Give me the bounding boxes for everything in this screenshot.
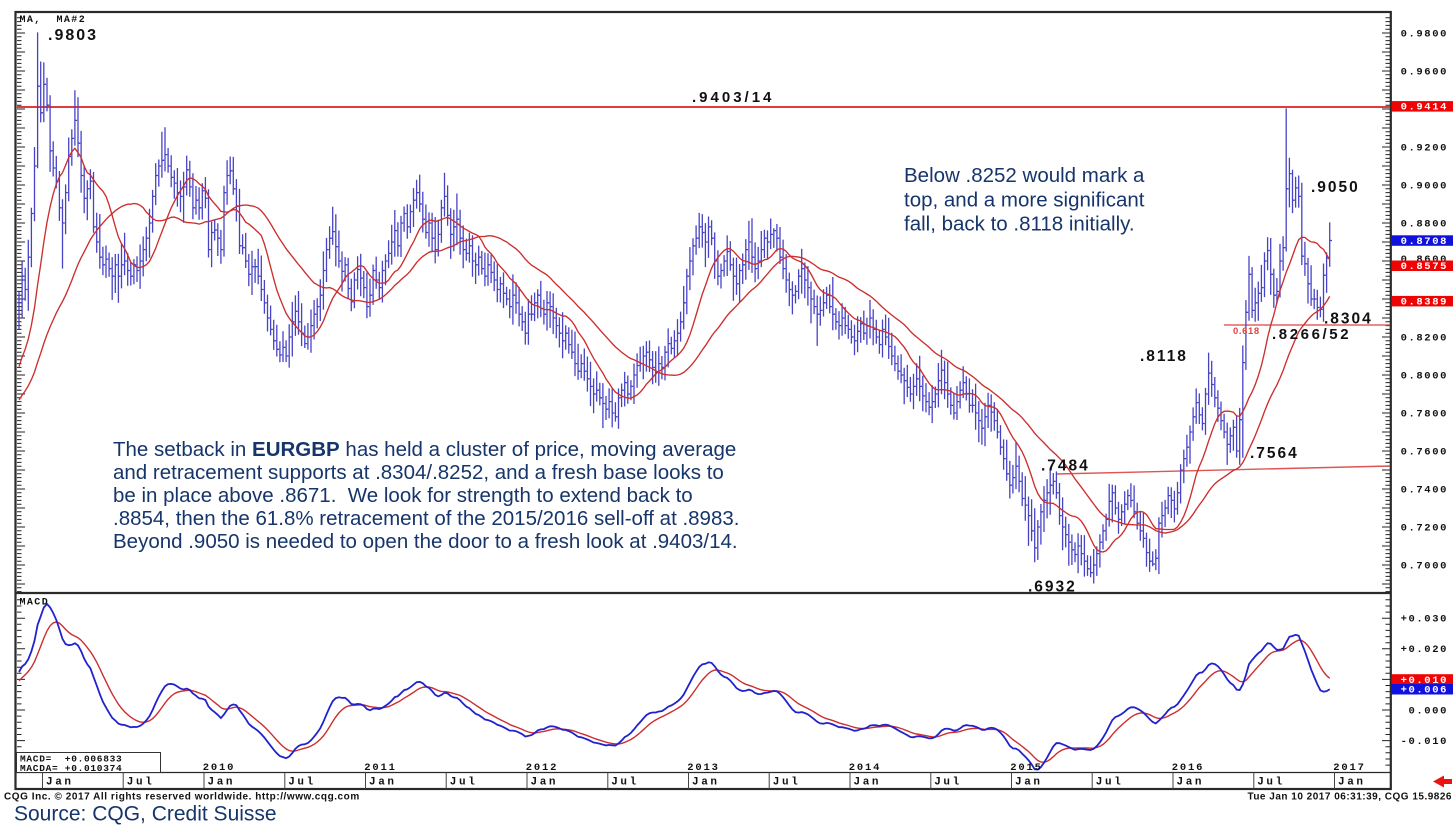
svg-text:Jul: Jul (1096, 777, 1124, 789)
svg-text:MACD: MACD (20, 598, 50, 609)
svg-text:0.8575: 0.8575 (1401, 261, 1448, 273)
svg-text:-0.010: -0.010 (1401, 736, 1448, 748)
svg-text:0.9600: 0.9600 (1401, 66, 1448, 78)
svg-text:0.8800: 0.8800 (1401, 218, 1448, 230)
svg-text:2016: 2016 (1172, 762, 1204, 774)
svg-text:fall, back to .8118 initially.: fall, back to .8118 initially. (904, 213, 1135, 236)
svg-text:MA, MA#2: MA, MA#2 (20, 15, 87, 26)
svg-text:0.8200: 0.8200 (1401, 332, 1448, 344)
svg-text:Beyond .9050 is needed to open: Beyond .9050 is needed to open the door … (113, 530, 738, 553)
svg-text:2015: 2015 (1010, 762, 1042, 774)
svg-text:0.7400: 0.7400 (1401, 484, 1448, 496)
svg-text:2011: 2011 (364, 762, 396, 774)
svg-text:0.8389: 0.8389 (1401, 297, 1448, 309)
svg-text:0.7200: 0.7200 (1401, 522, 1448, 534)
svg-text:.9403/14: .9403/14 (692, 89, 774, 106)
svg-text:Jul: Jul (611, 777, 639, 789)
svg-text:Tue Jan 10 2017 06:31:39, CQG: Tue Jan 10 2017 06:31:39, CQG 15.9826 (1247, 792, 1452, 803)
svg-text:.7564: .7564 (1250, 445, 1299, 462)
svg-text:Jul: Jul (934, 777, 962, 789)
svg-text:+0.030: +0.030 (1401, 614, 1448, 626)
svg-text:Jan: Jan (208, 777, 236, 789)
svg-text:Jan: Jan (854, 777, 882, 789)
svg-text:Jan: Jan (46, 777, 74, 789)
svg-text:2010: 2010 (203, 762, 235, 774)
svg-text:+0.020: +0.020 (1401, 644, 1448, 656)
svg-text:.9803: .9803 (48, 27, 98, 44)
svg-text:top, and a more significant: top, and a more significant (904, 188, 1145, 211)
svg-text:0.7800: 0.7800 (1401, 408, 1448, 420)
svg-text:Jan: Jan (1177, 777, 1205, 789)
svg-text:and retracement supports at .8: and retracement supports at .8304/.8252,… (113, 461, 724, 484)
svg-text:0.8708: 0.8708 (1401, 236, 1448, 248)
svg-text:Jan: Jan (1338, 777, 1366, 789)
svg-text:MACDA= +0.010374: MACDA= +0.010374 (20, 763, 122, 774)
svg-text:CQG Inc. © 2017 All rights res: CQG Inc. © 2017 All rights reserved worl… (4, 792, 360, 803)
svg-text:.9050: .9050 (1311, 179, 1360, 196)
svg-text:2017: 2017 (1333, 762, 1365, 774)
svg-text:.8118: .8118 (1140, 348, 1188, 365)
svg-text:Jan: Jan (1015, 777, 1043, 789)
svg-text:be in place above .8671. We l: be in place above .8671. We look for str… (113, 484, 693, 507)
svg-text:+0.006: +0.006 (1401, 685, 1448, 697)
svg-text:Source: CQG, Credit Suisse: Source: CQG, Credit Suisse (14, 803, 277, 826)
svg-text:Jul: Jul (1257, 777, 1285, 789)
svg-text:.8266/52: .8266/52 (1272, 326, 1351, 343)
svg-text:.8854, then the 61.8% retracem: .8854, then the 61.8% retracement of the… (113, 507, 739, 530)
svg-text:Below .8252 would mark a: Below .8252 would mark a (904, 164, 1145, 187)
svg-text:0.7000: 0.7000 (1401, 560, 1448, 572)
svg-text:.7484: .7484 (1041, 458, 1090, 475)
svg-text:The setback in EURGBP has held: The setback in EURGBP has held a cluster… (113, 438, 736, 461)
svg-text:0.618: 0.618 (1233, 326, 1260, 337)
svg-text:.6932: .6932 (1028, 579, 1077, 596)
svg-text:Jul: Jul (773, 777, 801, 789)
svg-text:0.8000: 0.8000 (1401, 370, 1448, 382)
svg-text:0.000: 0.000 (1408, 705, 1448, 717)
svg-text:2012: 2012 (526, 762, 558, 774)
svg-text:2014: 2014 (849, 762, 881, 774)
svg-text:Jul: Jul (127, 777, 155, 789)
svg-text:2013: 2013 (687, 762, 719, 774)
svg-text:0.9800: 0.9800 (1401, 28, 1448, 40)
svg-text:Jan: Jan (692, 777, 720, 789)
svg-text:.8304: .8304 (1324, 311, 1373, 328)
svg-text:Jan: Jan (369, 777, 397, 789)
svg-text:0.9414: 0.9414 (1401, 102, 1448, 114)
svg-text:0.7600: 0.7600 (1401, 446, 1448, 458)
svg-text:0.9200: 0.9200 (1401, 142, 1448, 154)
svg-text:Jul: Jul (450, 777, 478, 789)
svg-text:Jan: Jan (531, 777, 559, 789)
svg-text:0.9000: 0.9000 (1401, 180, 1448, 192)
svg-text:Jul: Jul (288, 777, 316, 789)
